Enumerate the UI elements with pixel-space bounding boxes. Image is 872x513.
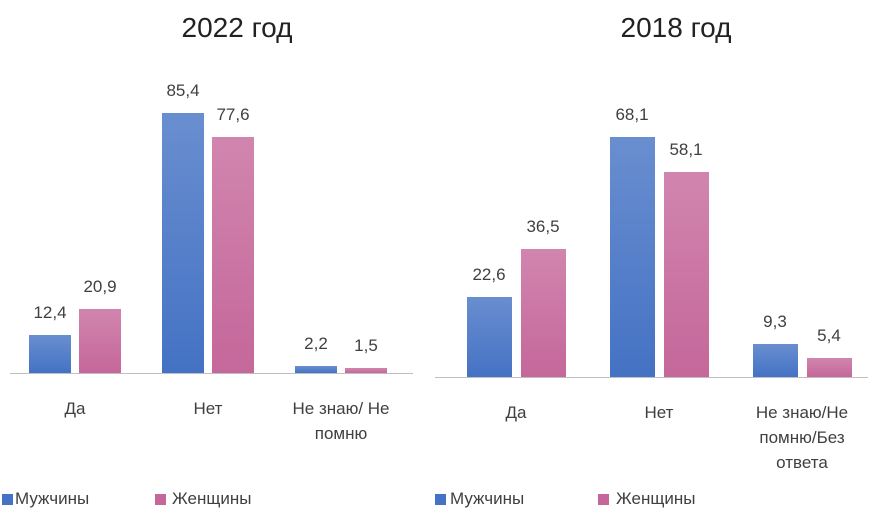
- data-label: 85,4: [166, 80, 200, 100]
- bar: [162, 112, 204, 373]
- legend-swatch: [435, 494, 446, 505]
- bar: [663, 172, 709, 377]
- data-label: 5,4: [817, 325, 841, 345]
- data-label: 22,6: [472, 265, 506, 285]
- bar: [295, 366, 337, 373]
- legend-swatch: [2, 494, 13, 505]
- data-label: 58,1: [669, 140, 703, 160]
- data-label: 1,5: [354, 336, 378, 356]
- bar: [520, 248, 566, 377]
- legend-label: Мужчины: [450, 489, 525, 508]
- bar: [212, 136, 254, 373]
- x-tick-label: Нет: [193, 399, 223, 418]
- axis-line: [10, 373, 413, 374]
- chart-title: 2022 год: [181, 12, 293, 43]
- x-tick-label: Да: [505, 403, 527, 422]
- legend-swatch: [155, 494, 166, 505]
- data-label: 12,4: [33, 303, 67, 323]
- bar: [609, 137, 655, 377]
- data-label: 2,2: [304, 334, 328, 354]
- data-label: 9,3: [763, 312, 787, 332]
- bar: [752, 344, 798, 377]
- legend-label: Мужчины: [15, 489, 90, 508]
- bar: [79, 309, 121, 373]
- axis-line: [435, 377, 868, 378]
- x-tick-label: Не знаю/ Не помню: [292, 399, 390, 443]
- data-label: 68,1: [615, 105, 649, 125]
- x-tick-label: Нет: [644, 403, 674, 422]
- data-label: 36,5: [526, 216, 560, 236]
- data-label: 20,9: [83, 277, 117, 297]
- legend-label: Женщины: [172, 489, 252, 508]
- bar: [345, 368, 387, 373]
- x-tick-label: Да: [64, 399, 86, 418]
- legend-swatch: [598, 494, 609, 505]
- x-tick-label: Не знаю/Не помню/Без ответа: [755, 403, 849, 472]
- bar: [466, 297, 512, 377]
- data-label: 77,6: [216, 104, 250, 124]
- chart-title: 2018 год: [620, 12, 732, 43]
- legend-label: Женщины: [616, 489, 696, 508]
- bar: [806, 357, 852, 377]
- bar: [29, 335, 71, 373]
